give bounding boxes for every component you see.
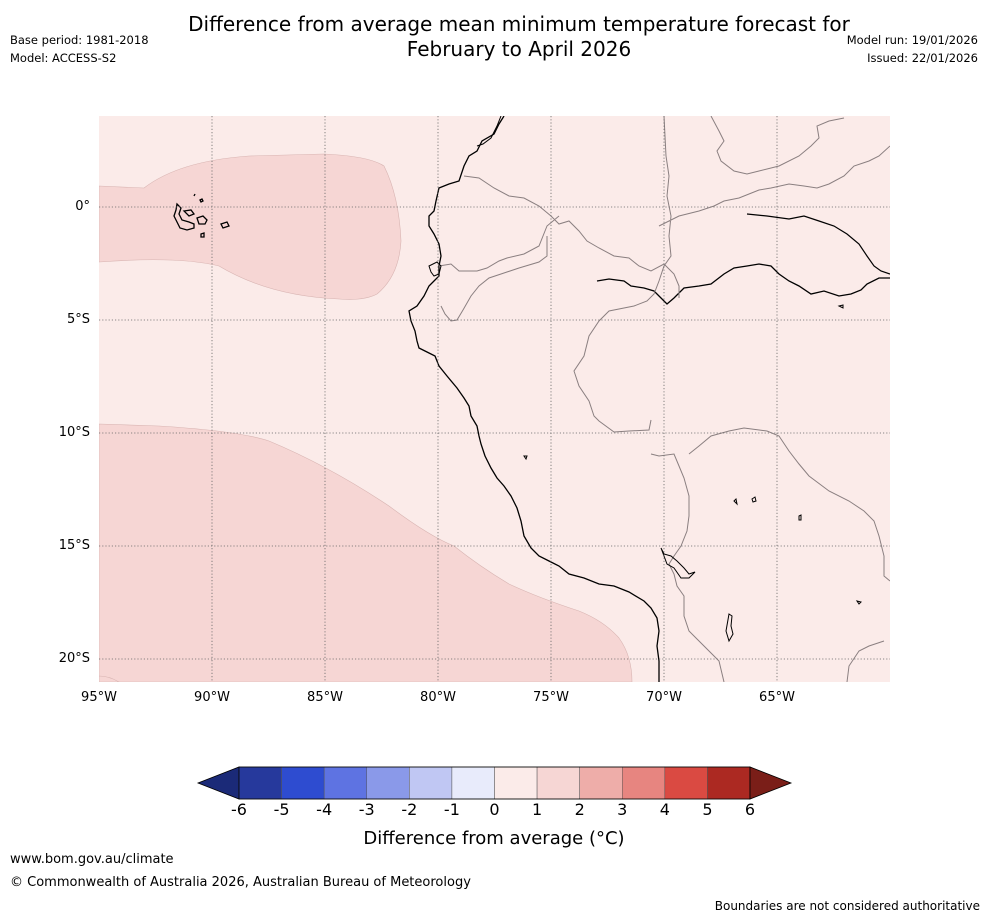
colorbar-title: Difference from average (°C): [363, 828, 625, 849]
colorbar-tick-label: 5: [702, 800, 713, 819]
anomaly-region-galapagos: [99, 153, 402, 300]
colorbar-cell: [622, 766, 666, 800]
colorbar-over-arrow: [749, 766, 793, 800]
lon-label-85w: 85°W: [307, 690, 343, 705]
lat-label-10s: 10°S: [58, 425, 90, 440]
title-line-1: Difference from average mean minimum tem…: [188, 12, 850, 36]
lon-label-75w: 75°W: [533, 690, 569, 705]
lat-label-0: 0°: [75, 199, 90, 214]
anomaly-corner-fleck: [99, 675, 120, 682]
colorbar-tick-label: 0: [489, 800, 500, 819]
lon-label-65w: 65°W: [759, 690, 795, 705]
lon-label-90w: 90°W: [194, 690, 230, 705]
model-name: Model: ACCESS-S2: [10, 51, 117, 65]
colorbar-under-arrow: [196, 766, 240, 800]
coastline-north: [476, 116, 502, 147]
lat-label-5s: 5°S: [66, 312, 90, 327]
footer-url[interactable]: www.bom.gov.au/climate: [10, 852, 174, 867]
colorbar-tick-label: -4: [316, 800, 333, 819]
colorbar-cell: [707, 766, 751, 800]
lon-label-70w: 70°W: [646, 690, 682, 705]
small-islands: [428, 261, 862, 643]
colorbar-tick-label: -3: [358, 800, 375, 819]
meta-right: Model run: 19/01/2026 Issued: 22/01/2026: [847, 31, 978, 67]
colorbar-cell: [366, 766, 410, 800]
country-borders: [438, 116, 890, 682]
colorbar-cell: [664, 766, 708, 800]
map-svg[interactable]: [99, 116, 890, 682]
colorbar-cell: [323, 766, 367, 800]
footer-copyright: © Commonwealth of Australia 2026, Austra…: [10, 875, 471, 890]
colorbar-tick-label: 4: [659, 800, 670, 819]
amazon-river: [596, 263, 890, 305]
coastline-mainland: [408, 116, 660, 682]
colorbar-frame: [238, 766, 751, 800]
colorbar-cell: [536, 766, 580, 800]
colorbar-cell: [281, 766, 325, 800]
colorbar-cell: [494, 766, 538, 800]
footer-note: Boundaries are not considered authoritat…: [714, 899, 980, 913]
colorbar-cell: [579, 766, 623, 800]
chart-title: Difference from average mean minimum tem…: [150, 12, 888, 62]
issued-date: Issued: 22/01/2026: [867, 51, 978, 65]
lon-label-95w: 95°W: [81, 690, 117, 705]
lat-label-20s: 20°S: [58, 651, 90, 666]
anomaly-region-southwest: [99, 423, 633, 682]
base-period: Base period: 1981-2018: [10, 33, 149, 47]
colorbar-tick-label: 2: [574, 800, 585, 819]
title-line-2: February to April 2026: [406, 37, 632, 61]
colorbar-cell: [238, 766, 282, 800]
meta-left: Base period: 1981-2018 Model: ACCESS-S2: [10, 31, 149, 67]
colorbar-tick-label: -2: [401, 800, 418, 819]
colorbar-tick-label: -1: [443, 800, 460, 819]
colorbar-tick-label: 6: [744, 800, 756, 819]
colorbar-tick-label: 3: [617, 800, 628, 819]
colorbar-tick-label: -6: [231, 800, 247, 819]
colorbar-tick-label: 1: [531, 800, 543, 819]
galapagos-islands: [173, 193, 230, 238]
model-run: Model run: 19/01/2026: [846, 33, 978, 47]
colorbar-cell: [409, 766, 453, 800]
amazon-river-north: [746, 213, 890, 275]
graticule: [99, 116, 890, 682]
colorbar-cells: [238, 766, 751, 800]
colorbar-tick-label: -5: [273, 800, 290, 819]
lon-label-80w: 80°W: [420, 690, 456, 705]
map-panel[interactable]: [99, 116, 890, 682]
lat-label-15s: 15°S: [58, 538, 90, 553]
colorbar-cell: [451, 766, 495, 800]
